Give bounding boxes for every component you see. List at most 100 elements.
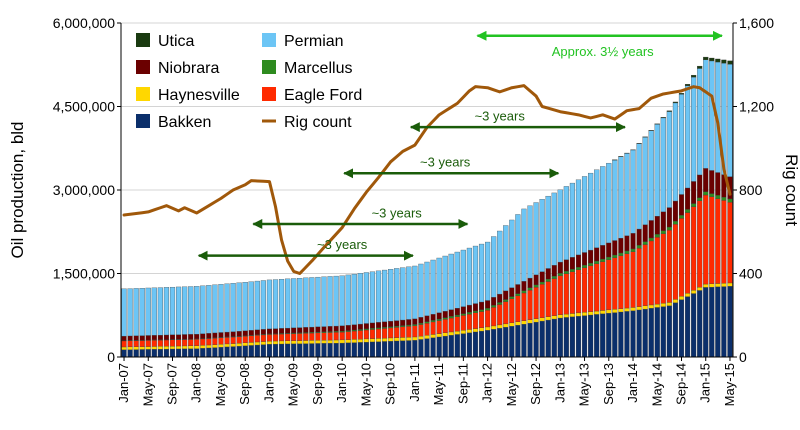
bar-segment-niobrara bbox=[436, 312, 442, 320]
bar-segment-bakken bbox=[442, 335, 448, 358]
bar-segment-permian bbox=[194, 286, 200, 335]
bar-segment-haynesville bbox=[672, 299, 679, 303]
bar-segment-eagle-ford bbox=[188, 339, 194, 346]
bar-segment-niobrara bbox=[600, 245, 606, 260]
bar-segment-haynesville bbox=[624, 307, 630, 312]
bar-segment-eagle-ford bbox=[321, 332, 327, 341]
y2-tick-label: 1,600 bbox=[739, 15, 774, 31]
bar-segment-eagle-ford bbox=[672, 224, 679, 300]
bar-segment-eagle-ford bbox=[575, 269, 582, 314]
bar-segment-bakken bbox=[339, 342, 345, 358]
bar-segment-eagle-ford bbox=[127, 340, 133, 348]
bar-segment-marcellus bbox=[612, 254, 618, 258]
bar-segment-bakken bbox=[424, 338, 430, 358]
axes: 0 1,500,000 3,000,000 4,500,000 6,000,000 0 40… bbox=[53, 15, 775, 406]
bar-segment-niobrara bbox=[588, 249, 594, 264]
bar-segment-niobrara bbox=[472, 303, 479, 312]
bar-segment-niobrara bbox=[709, 170, 715, 194]
x-tick-label: May-09 bbox=[286, 363, 301, 406]
bar-segment-permian bbox=[563, 186, 569, 260]
bar-segment-bakken bbox=[394, 340, 400, 358]
bar-segment-niobrara bbox=[551, 265, 557, 277]
bar-segment-permian bbox=[618, 156, 624, 239]
bar-segment-permian bbox=[515, 214, 521, 285]
bar-segment-eagle-ford bbox=[551, 278, 557, 316]
bar-segment-permian bbox=[163, 287, 170, 336]
bar-segment-permian bbox=[121, 288, 127, 337]
bar-segment-eagle-ford bbox=[285, 333, 291, 341]
bar-segment-permian bbox=[224, 283, 230, 333]
bar-segment-bakken bbox=[648, 308, 654, 358]
bar-segment-niobrara bbox=[272, 328, 279, 334]
bar-segment-haynesville bbox=[327, 339, 333, 344]
bar-segment-niobrara bbox=[454, 308, 460, 316]
bar-segment-bakken bbox=[527, 322, 533, 358]
bar-segment-eagle-ford bbox=[715, 198, 721, 284]
bar-segment-permian bbox=[333, 275, 339, 327]
bar-segment-permian bbox=[291, 278, 297, 329]
bar-segment-marcellus bbox=[472, 310, 479, 313]
bar-segment-niobrara bbox=[509, 287, 515, 297]
bar-segment-bakken bbox=[491, 329, 497, 358]
bar-segment-haynesville bbox=[369, 338, 376, 343]
bar-segment-eagle-ford bbox=[157, 339, 163, 347]
bar-segment-haynesville bbox=[533, 318, 539, 323]
bar-segment-haynesville bbox=[666, 302, 672, 306]
bar-segment-niobrara bbox=[412, 318, 418, 325]
bar-segment-bakken bbox=[333, 343, 339, 358]
bar-segment-haynesville bbox=[727, 282, 733, 287]
bar-segment-niobrara bbox=[594, 247, 600, 262]
bar-segment-eagle-ford bbox=[448, 317, 454, 333]
bar-segment-haynesville bbox=[557, 314, 563, 319]
bar-segment-bakken bbox=[472, 331, 479, 358]
bar-segment-haynesville bbox=[272, 340, 279, 345]
bar-segment-haynesville bbox=[200, 345, 206, 349]
x-tick-label: Jan-15 bbox=[698, 363, 713, 403]
bar-segment-haynesville bbox=[551, 315, 557, 320]
bar-segment-haynesville bbox=[485, 326, 491, 331]
bar-segment-haynesville bbox=[394, 337, 400, 342]
bar-segment-permian bbox=[133, 288, 139, 336]
bar-segment-haynesville bbox=[430, 334, 436, 338]
bar-segment-utica bbox=[721, 59, 727, 64]
bar-segment-haynesville bbox=[169, 345, 176, 350]
stacked-bars bbox=[121, 56, 733, 358]
x-tick-label: Jan-13 bbox=[552, 363, 567, 403]
bar-segment-niobrara bbox=[212, 332, 218, 338]
bar-segment-permian bbox=[606, 162, 612, 244]
bar-segment-permian bbox=[491, 236, 497, 298]
bar-segment-haynesville bbox=[612, 309, 618, 313]
bar-segment-permian bbox=[660, 117, 666, 213]
bar-segment-haynesville bbox=[575, 312, 582, 317]
bar-segment-permian bbox=[545, 195, 551, 269]
bar-segment-permian bbox=[339, 275, 345, 326]
bar-segment-bakken bbox=[551, 318, 557, 358]
bar-segment-permian bbox=[727, 64, 733, 177]
bar-segment-marcellus bbox=[563, 271, 569, 274]
bar-segment-bakken bbox=[224, 346, 230, 358]
bar-segment-eagle-ford bbox=[133, 340, 139, 347]
bar-segment-niobrara bbox=[642, 224, 648, 242]
bar-segment-eagle-ford bbox=[515, 295, 521, 322]
x-tick-label: May-15 bbox=[722, 363, 737, 406]
bar-segment-haynesville bbox=[400, 337, 406, 341]
bar-segment-permian bbox=[218, 284, 224, 333]
bar-segment-permian bbox=[206, 285, 212, 334]
bar-segment-eagle-ford bbox=[636, 248, 642, 307]
legend-label: Eagle Ford bbox=[284, 87, 362, 104]
bar-segment-permian bbox=[654, 124, 660, 217]
bar-segment-permian bbox=[169, 286, 176, 335]
bar-segment-marcellus bbox=[581, 264, 588, 268]
bar-segment-marcellus bbox=[363, 328, 369, 331]
bar-segment-permian bbox=[363, 272, 369, 324]
bar-segment-niobrara bbox=[382, 321, 388, 328]
bar-segment-bakken bbox=[272, 343, 279, 358]
bar-segment-niobrara bbox=[242, 330, 248, 336]
legend-label: Marcellus bbox=[284, 60, 352, 77]
bar-segment-niobrara bbox=[636, 228, 642, 246]
bar-segment-marcellus bbox=[375, 327, 382, 330]
bar-segment-bakken bbox=[321, 343, 327, 358]
bar-segment-permian bbox=[648, 130, 654, 221]
bar-segment-haynesville bbox=[454, 330, 460, 335]
legend-swatch-haynesville bbox=[136, 87, 150, 101]
